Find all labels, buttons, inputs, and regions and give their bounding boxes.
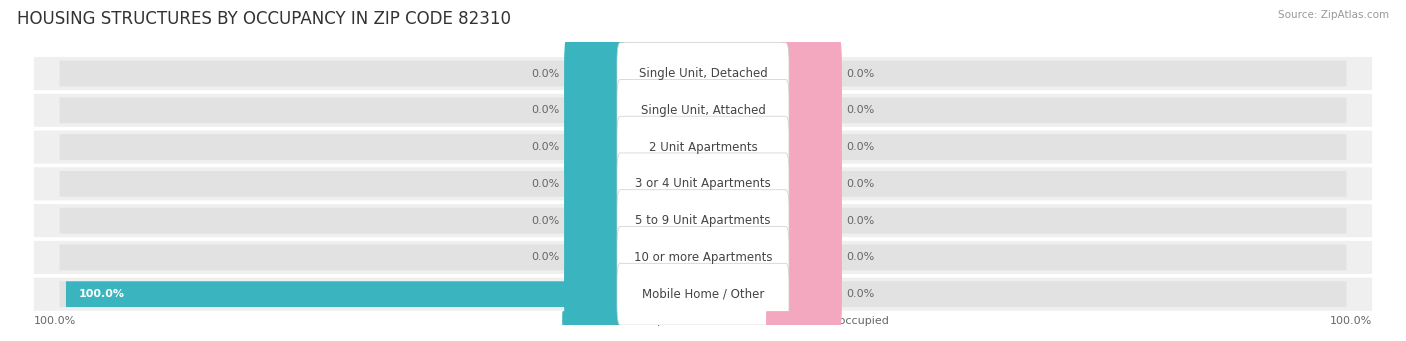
Text: 2 Unit Apartments: 2 Unit Apartments	[648, 140, 758, 153]
FancyBboxPatch shape	[564, 106, 626, 188]
Text: 5 to 9 Unit Apartments: 5 to 9 Unit Apartments	[636, 214, 770, 227]
FancyBboxPatch shape	[34, 167, 1372, 201]
FancyBboxPatch shape	[617, 263, 789, 325]
FancyBboxPatch shape	[34, 94, 1372, 127]
Text: 100.0%: 100.0%	[1330, 316, 1372, 326]
FancyBboxPatch shape	[780, 253, 842, 335]
FancyBboxPatch shape	[34, 204, 1372, 237]
Text: 100.0%: 100.0%	[34, 316, 76, 326]
Text: 0.0%: 0.0%	[846, 216, 875, 226]
FancyBboxPatch shape	[564, 253, 626, 335]
FancyBboxPatch shape	[780, 143, 842, 225]
FancyBboxPatch shape	[617, 116, 789, 178]
Text: 0.0%: 0.0%	[846, 142, 875, 152]
FancyBboxPatch shape	[562, 311, 586, 330]
FancyBboxPatch shape	[564, 143, 626, 225]
FancyBboxPatch shape	[617, 190, 789, 252]
FancyBboxPatch shape	[59, 61, 1347, 86]
FancyBboxPatch shape	[780, 180, 842, 261]
Text: 3 or 4 Unit Apartments: 3 or 4 Unit Apartments	[636, 177, 770, 190]
FancyBboxPatch shape	[59, 134, 1347, 160]
Text: 0.0%: 0.0%	[531, 252, 560, 263]
FancyBboxPatch shape	[766, 311, 790, 330]
FancyBboxPatch shape	[66, 281, 569, 307]
Text: 0.0%: 0.0%	[846, 289, 875, 299]
Text: HOUSING STRUCTURES BY OCCUPANCY IN ZIP CODE 82310: HOUSING STRUCTURES BY OCCUPANCY IN ZIP C…	[17, 10, 510, 28]
FancyBboxPatch shape	[780, 33, 842, 114]
Text: Renter-occupied: Renter-occupied	[799, 316, 890, 326]
Text: Source: ZipAtlas.com: Source: ZipAtlas.com	[1278, 10, 1389, 20]
FancyBboxPatch shape	[59, 244, 1347, 270]
FancyBboxPatch shape	[564, 33, 626, 114]
Text: 0.0%: 0.0%	[531, 142, 560, 152]
FancyBboxPatch shape	[617, 153, 789, 215]
Text: 0.0%: 0.0%	[846, 105, 875, 115]
FancyBboxPatch shape	[564, 70, 626, 151]
Text: 0.0%: 0.0%	[531, 105, 560, 115]
FancyBboxPatch shape	[34, 241, 1372, 274]
Text: Single Unit, Attached: Single Unit, Attached	[641, 104, 765, 117]
Text: 0.0%: 0.0%	[846, 252, 875, 263]
Text: Single Unit, Detached: Single Unit, Detached	[638, 67, 768, 80]
Text: 0.0%: 0.0%	[531, 216, 560, 226]
Text: 100.0%: 100.0%	[79, 289, 125, 299]
FancyBboxPatch shape	[780, 106, 842, 188]
FancyBboxPatch shape	[780, 217, 842, 298]
FancyBboxPatch shape	[59, 281, 1347, 307]
FancyBboxPatch shape	[34, 278, 1372, 311]
FancyBboxPatch shape	[564, 217, 626, 298]
Text: 10 or more Apartments: 10 or more Apartments	[634, 251, 772, 264]
FancyBboxPatch shape	[34, 131, 1372, 164]
FancyBboxPatch shape	[59, 208, 1347, 234]
FancyBboxPatch shape	[564, 180, 626, 261]
Text: 0.0%: 0.0%	[846, 179, 875, 189]
Text: Mobile Home / Other: Mobile Home / Other	[641, 288, 765, 301]
FancyBboxPatch shape	[59, 171, 1347, 197]
FancyBboxPatch shape	[34, 57, 1372, 90]
Text: 0.0%: 0.0%	[846, 69, 875, 78]
FancyBboxPatch shape	[780, 70, 842, 151]
Text: 0.0%: 0.0%	[531, 179, 560, 189]
FancyBboxPatch shape	[59, 98, 1347, 123]
FancyBboxPatch shape	[617, 79, 789, 141]
Text: Owner-occupied: Owner-occupied	[592, 316, 682, 326]
FancyBboxPatch shape	[617, 43, 789, 104]
Text: 0.0%: 0.0%	[531, 69, 560, 78]
FancyBboxPatch shape	[617, 226, 789, 288]
